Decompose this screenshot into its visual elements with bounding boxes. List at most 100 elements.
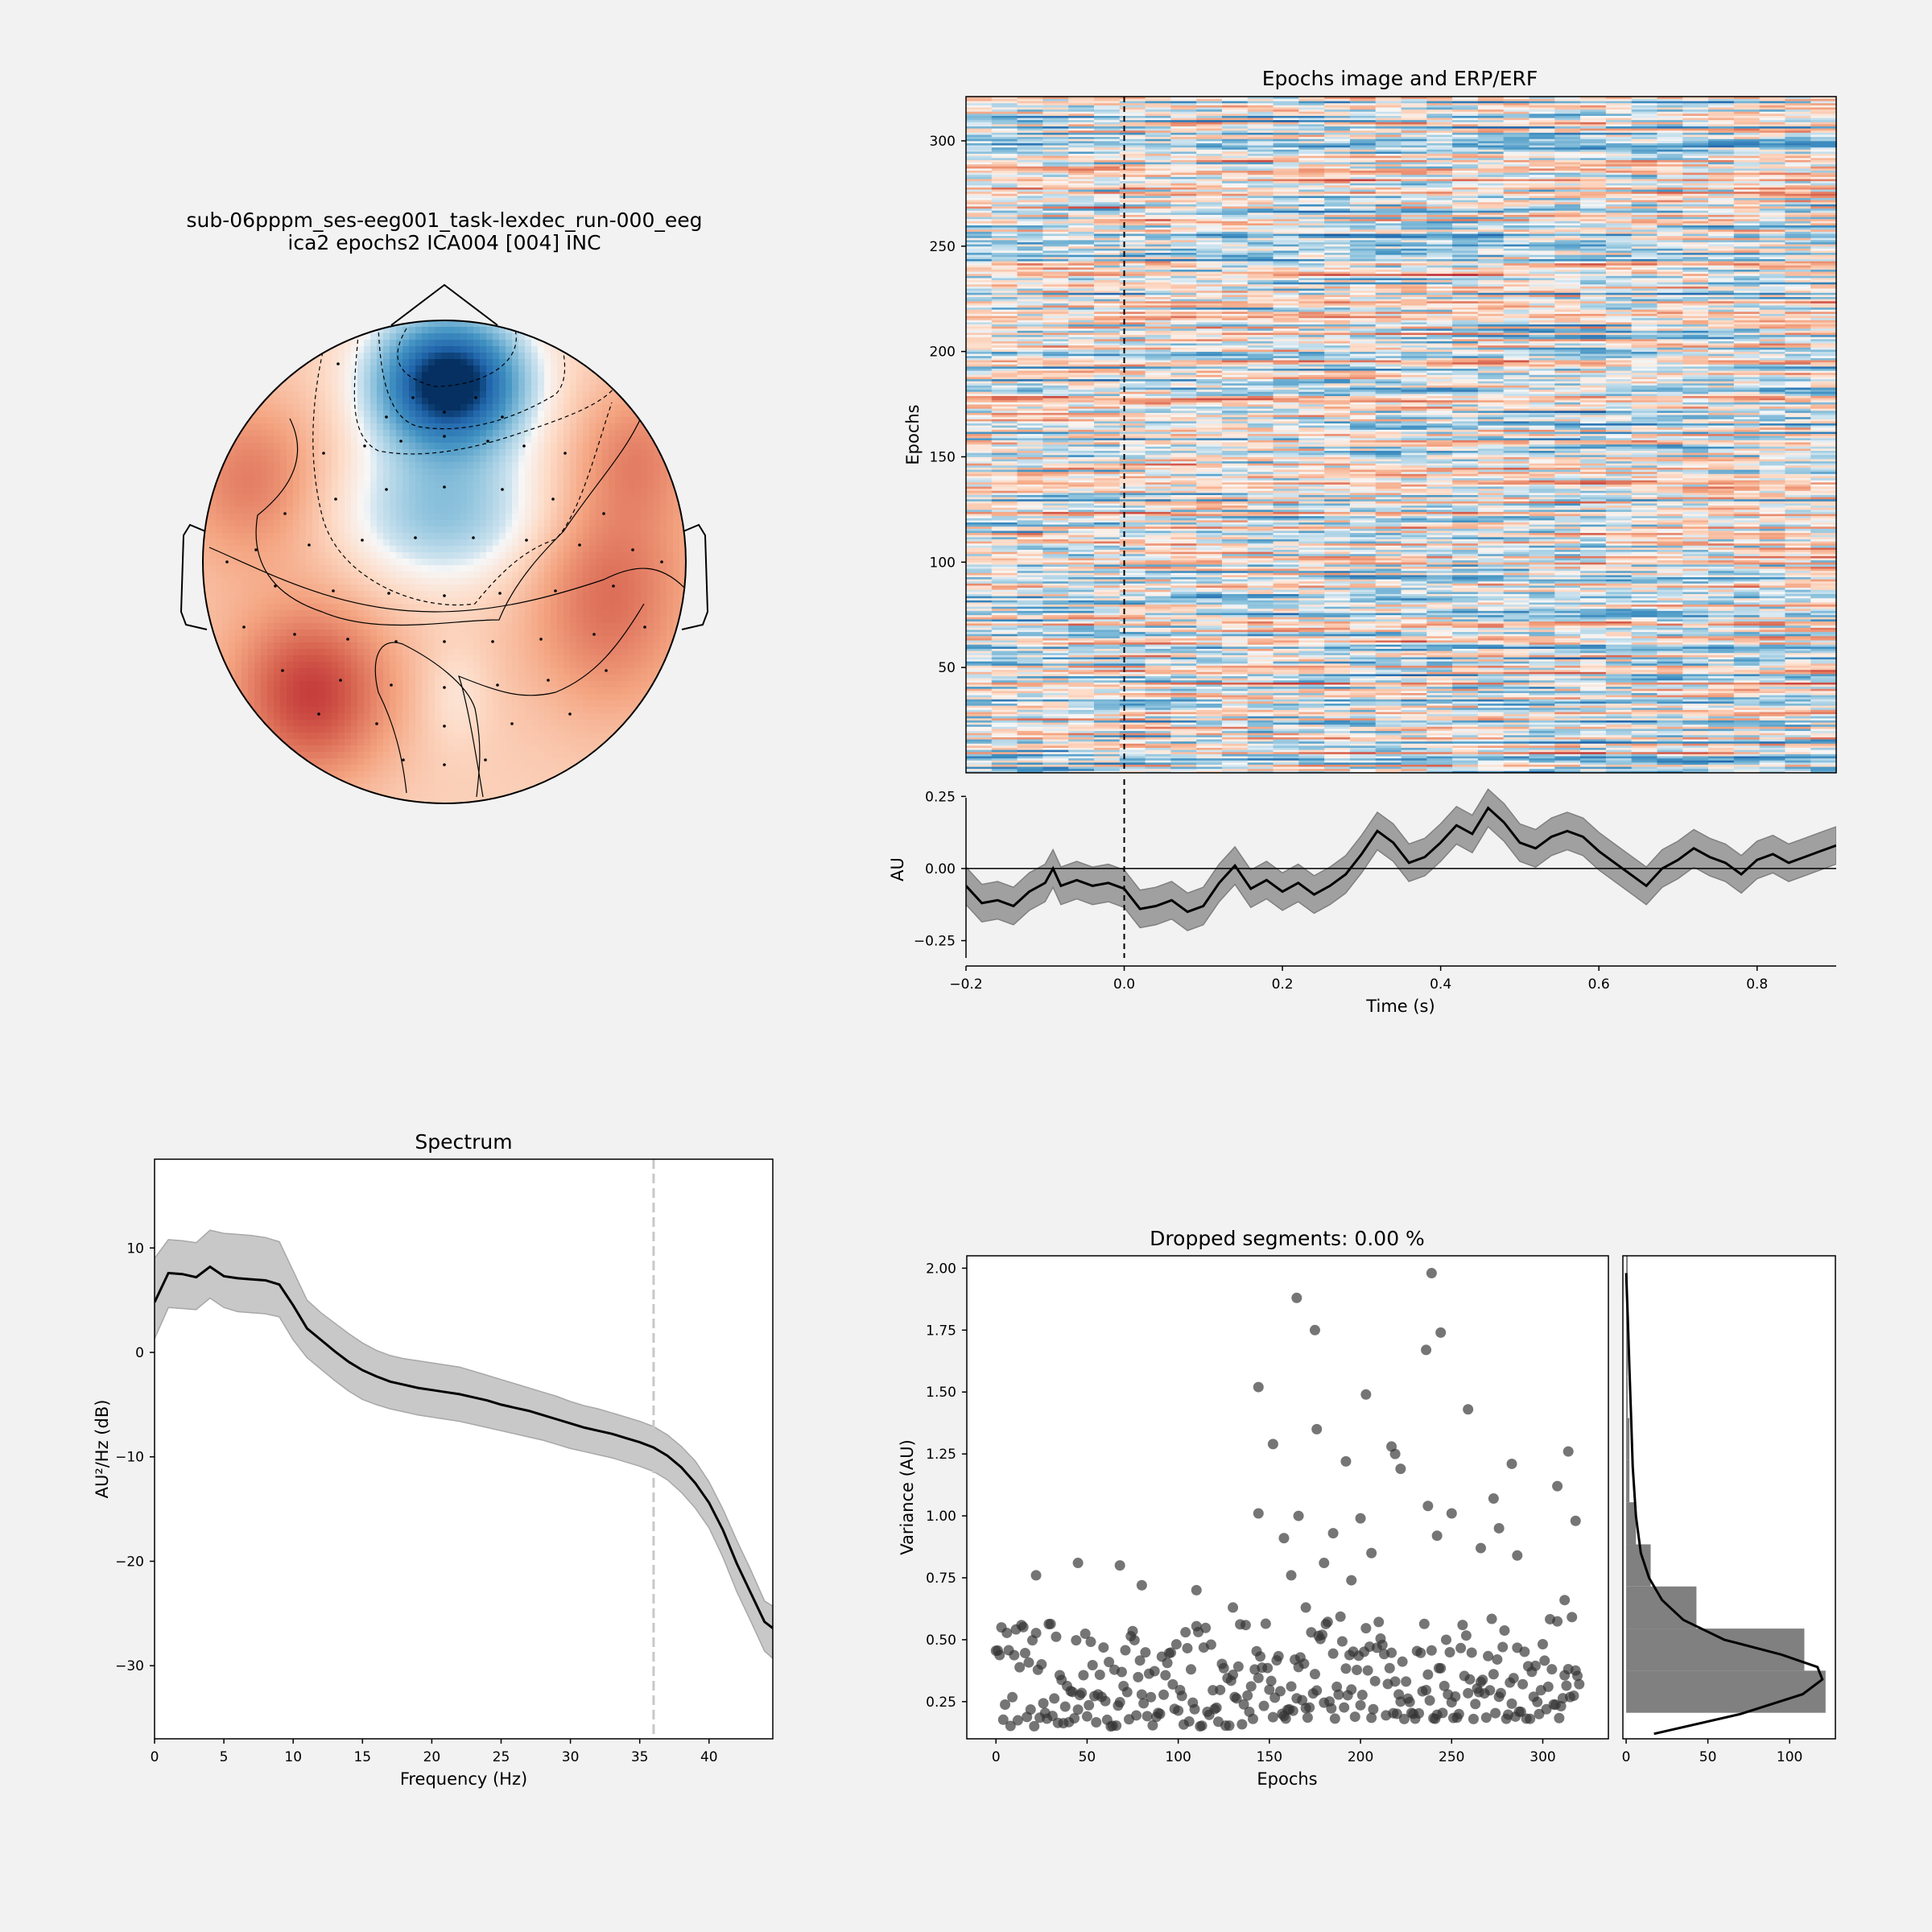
topomap-cell (518, 514, 526, 521)
epoch-row-segment (1068, 766, 1095, 769)
topomap-cell (583, 520, 590, 527)
topomap-cell (538, 642, 545, 650)
topomap-cell (525, 436, 532, 444)
topomap-cell (261, 726, 268, 733)
topomap-cell (441, 449, 448, 456)
topomap-cell (615, 526, 622, 534)
topomap-cell (345, 572, 352, 579)
topomap-cell (602, 488, 609, 495)
topomap-cell (248, 456, 255, 463)
topomap-cell (435, 475, 442, 482)
topomap-cell (570, 565, 577, 572)
topomap-cell (506, 449, 513, 456)
topomap-cell (473, 365, 481, 373)
topomap-cell (280, 617, 287, 624)
topomap-cell (274, 449, 281, 456)
topomap-cell (396, 713, 403, 720)
topomap-cell (402, 346, 410, 353)
topomap-cell (557, 675, 564, 682)
topomap-cell (351, 700, 358, 708)
topomap-cell (422, 784, 429, 791)
topomap-cell (525, 411, 532, 418)
topomap-cell (287, 675, 294, 682)
topomap-cell (493, 372, 500, 379)
epoch-row-segment (1274, 760, 1300, 762)
topomap-cell (390, 642, 397, 650)
topomap-cell (390, 501, 397, 508)
topomap-cell (248, 533, 255, 540)
topomap-cell (615, 739, 622, 746)
topomap-cell (409, 430, 416, 437)
topomap-cell (518, 604, 526, 611)
topomap-cell (512, 752, 519, 759)
topomap-cell (428, 507, 436, 514)
topomap-cell (332, 668, 339, 675)
topomap-cell (602, 726, 609, 733)
topomap-cell (557, 449, 564, 456)
topomap-cell (448, 539, 455, 547)
topomap-cell (312, 642, 320, 650)
topomap-cell (306, 720, 313, 727)
topomap-cell (428, 604, 436, 611)
topomap-cell (351, 501, 358, 508)
topomap-cell (280, 514, 287, 521)
topomap-cell (287, 630, 294, 637)
topomap-cell (525, 481, 532, 489)
topomap-cell (377, 333, 384, 341)
topomap-cell (647, 462, 654, 469)
topomap-cell (609, 707, 616, 714)
topomap-cell (435, 404, 442, 411)
topomap-cell (254, 398, 262, 405)
topomap-cell (409, 726, 416, 733)
topomap-cell (428, 778, 436, 785)
topomap-cell (467, 610, 474, 617)
topomap-cell (357, 771, 365, 778)
topomap-cell (428, 649, 436, 656)
topomap-cell (306, 565, 313, 572)
topomap-cell (609, 726, 616, 733)
topomap-cell (428, 687, 436, 695)
topomap-cell (634, 404, 642, 411)
topomap-cell (306, 398, 313, 405)
topomap-cell (312, 539, 320, 547)
topomap-cell (357, 475, 365, 482)
topomap-cell (274, 642, 281, 650)
topomap-cell (609, 630, 616, 637)
topomap-cell (312, 572, 320, 579)
topomap-cell (576, 610, 584, 617)
topomap-cell (454, 417, 461, 424)
topomap-cell (377, 636, 384, 643)
topomap-cell (544, 552, 551, 559)
topomap-cell (280, 630, 287, 637)
topomap-cell (499, 765, 506, 772)
topomap-cell (299, 417, 307, 424)
topomap-cell (242, 642, 249, 650)
topomap-cell (357, 726, 365, 733)
topomap-cell (280, 662, 287, 669)
topomap-cell (409, 733, 416, 740)
topomap-cell (325, 745, 332, 753)
topomap-cell (422, 494, 429, 502)
topomap-cell (551, 514, 558, 521)
topomap-cell (261, 501, 268, 508)
topomap-cell (396, 584, 403, 592)
topomap-cell (390, 417, 397, 424)
topomap-cell (602, 449, 609, 456)
topomap-cell (351, 475, 358, 482)
topomap-cell (280, 520, 287, 527)
topomap-cell (345, 436, 352, 444)
topomap-cell (506, 713, 513, 720)
topomap-cell (422, 514, 429, 521)
topomap-cell (667, 533, 674, 540)
topomap-cell (506, 610, 513, 617)
topomap-cell (667, 610, 674, 617)
topomap-cell (229, 604, 236, 611)
topomap-cell (248, 488, 255, 495)
epoch-row-segment (1120, 760, 1146, 762)
topomap-cell (338, 411, 345, 418)
topomap-cell (583, 765, 590, 772)
topomap-cell (357, 758, 365, 766)
topomap-cell (242, 668, 249, 675)
topomap-cell (332, 655, 339, 663)
topomap-cell (467, 520, 474, 527)
